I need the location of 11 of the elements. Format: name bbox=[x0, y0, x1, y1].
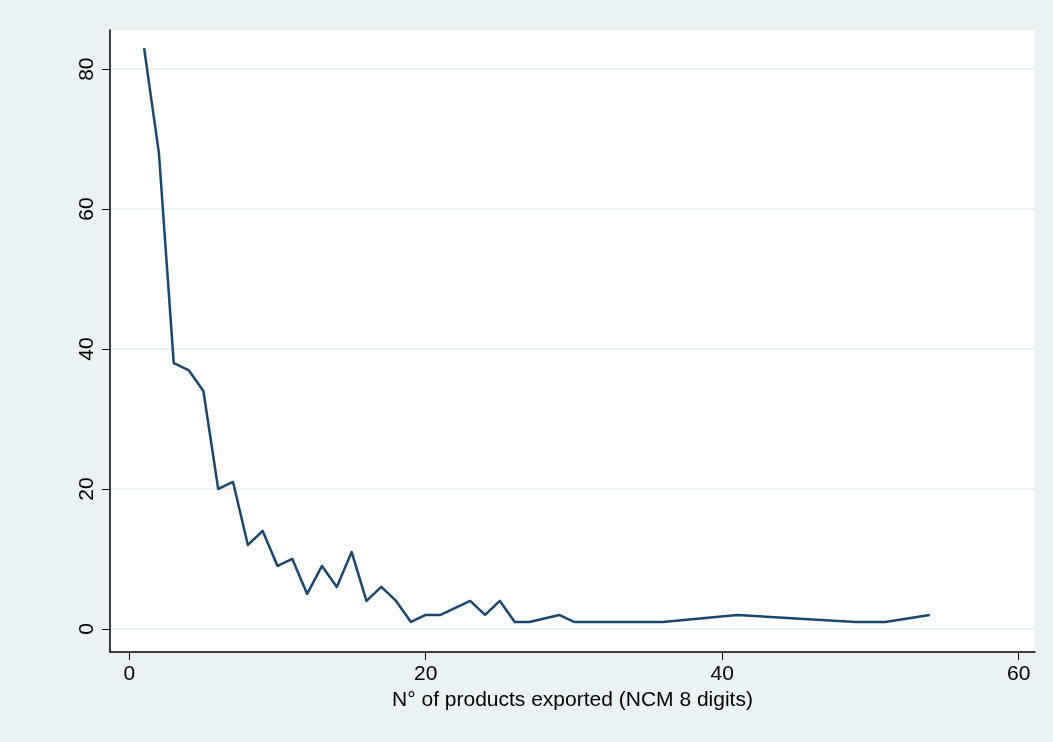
y-tick-label: 40 bbox=[74, 337, 97, 361]
y-tick-label: 60 bbox=[74, 197, 97, 221]
x-tick-label: 60 bbox=[1007, 661, 1031, 684]
x-tick-label: 20 bbox=[414, 661, 438, 684]
y-tick-label: 0 bbox=[74, 623, 97, 635]
y-tick-label: 20 bbox=[74, 477, 97, 501]
y-tick-label: 80 bbox=[74, 57, 97, 81]
line-series bbox=[142, 46, 931, 624]
x-axis-title: N° of products exported (NCM 8 digits) bbox=[392, 686, 753, 710]
x-tick-label: 40 bbox=[710, 661, 734, 684]
x-tick-label: 0 bbox=[123, 661, 136, 684]
